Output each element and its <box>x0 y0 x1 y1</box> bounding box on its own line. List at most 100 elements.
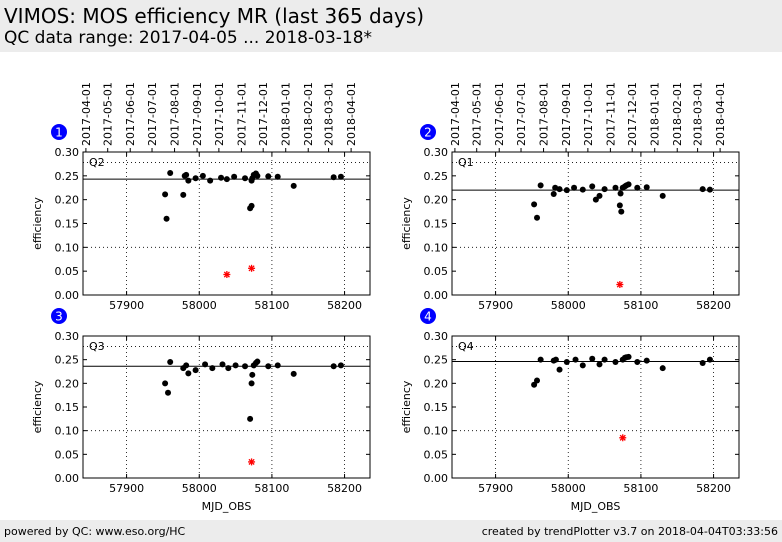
data-point <box>290 370 297 377</box>
plot-frame <box>451 335 740 479</box>
y-tick-label: 0.10 <box>424 241 449 254</box>
data-point <box>699 186 706 193</box>
data-point <box>330 174 337 181</box>
panel-badge-number: 2 <box>424 126 432 140</box>
data-point <box>589 183 596 190</box>
footer-created-by: created by trendPlotter v3.7 on 2018-04-… <box>481 525 778 538</box>
page-subtitle: QC data range: 2017-04-05 ... 2018-03-18… <box>4 28 373 48</box>
outlier-point <box>619 434 627 442</box>
data-point <box>616 202 623 209</box>
data-point <box>534 377 541 384</box>
panel-badge <box>51 308 67 324</box>
x-tick-label: 58000 <box>551 299 586 312</box>
x-tick-label: 58100 <box>623 299 658 312</box>
data-point <box>265 363 272 370</box>
data-point <box>165 389 172 396</box>
x-tick-label: 57900 <box>478 482 513 495</box>
y-tick-label: 0.20 <box>424 377 449 390</box>
data-point <box>531 201 538 208</box>
y-tick-label: 0.30 <box>424 330 449 343</box>
date-tick-label: 2017-06-01 <box>124 82 137 146</box>
data-point <box>706 356 713 363</box>
data-point <box>218 174 225 181</box>
data-point <box>612 184 619 191</box>
data-point <box>643 184 650 191</box>
data-point <box>643 357 650 364</box>
y-tick-label: 0.00 <box>55 472 80 485</box>
data-point <box>531 381 538 388</box>
y-tick-label: 0.10 <box>55 241 80 254</box>
data-point <box>274 173 281 180</box>
date-tick-label: 2018-04-01 <box>345 82 358 146</box>
y-axis-label: efficiency <box>400 380 413 433</box>
panel-label: Q4 <box>458 340 474 353</box>
outlier-stroke <box>616 281 623 288</box>
data-point <box>659 365 666 372</box>
data-point <box>163 215 170 222</box>
date-tick-label: 2017-12-01 <box>626 82 639 146</box>
panel-badge-number: 4 <box>424 310 432 324</box>
data-point <box>248 202 255 209</box>
data-point <box>290 182 297 189</box>
data-point <box>225 365 232 372</box>
data-point <box>601 186 608 193</box>
data-point <box>162 380 169 387</box>
data-point <box>337 362 344 369</box>
date-tick-label: 2017-09-01 <box>560 82 573 146</box>
x-tick-label: 58000 <box>551 482 586 495</box>
date-tick-label: 2017-04-01 <box>449 82 462 146</box>
outlier-point <box>248 264 256 272</box>
panel-label: Q2 <box>89 156 105 169</box>
date-tick-label: 2018-02-01 <box>671 82 684 146</box>
outlier-point <box>616 281 624 289</box>
data-point <box>167 169 174 176</box>
footer-bar: powered by QC: www.eso.org/HC created by… <box>0 520 782 542</box>
data-point <box>265 173 272 180</box>
data-point <box>552 356 559 363</box>
x-tick-label: 58000 <box>182 299 217 312</box>
outlier-stroke <box>248 265 255 272</box>
x-tick-label: 58100 <box>254 299 289 312</box>
date-tick-label: 2017-05-01 <box>102 82 115 146</box>
data-point <box>330 363 337 370</box>
date-tick-label: 2018-03-01 <box>692 82 705 146</box>
chart-panel-3: 0.00 0.05 0.10 0.15 0.20 0.25 0.30 57900 58000 58… <box>31 308 371 513</box>
chart-panel-2: 0.00 0.05 0.10 0.15 0.20 0.25 0.30 57900 58000 58… <box>400 82 740 312</box>
date-tick-label: 2017-08-01 <box>169 82 182 146</box>
date-tick-label: 2018-01-01 <box>280 82 293 146</box>
date-tick-label: 2017-10-01 <box>213 82 226 146</box>
date-tick-label: 2018-01-01 <box>649 82 662 146</box>
data-point <box>537 182 544 189</box>
footer-powered-by[interactable]: powered by QC: www.eso.org/HC <box>4 525 186 538</box>
y-tick-label: 0.30 <box>55 146 80 159</box>
data-point <box>242 363 249 370</box>
y-axis-label: efficiency <box>400 197 413 250</box>
data-point <box>254 172 261 179</box>
date-tick-label: 2017-12-01 <box>257 82 270 146</box>
plots-canvas: 0.00 0.05 0.10 0.15 0.20 0.25 0.30 57900 58000 58… <box>31 82 740 513</box>
panel-badge <box>420 124 436 140</box>
y-tick-label: 0.05 <box>424 448 449 461</box>
data-point <box>592 196 599 203</box>
data-point <box>571 184 578 191</box>
data-point <box>589 355 596 362</box>
data-point <box>162 191 169 198</box>
date-tick-label: 2018-03-01 <box>323 82 336 146</box>
data-point <box>219 361 226 368</box>
y-tick-label: 0.05 <box>55 448 80 461</box>
data-point <box>634 359 641 366</box>
y-tick-label: 0.00 <box>424 472 449 485</box>
data-point <box>242 175 249 182</box>
outlier-stroke <box>619 434 626 441</box>
data-point <box>180 191 187 198</box>
date-tick-label: 2018-04-01 <box>714 82 727 146</box>
panel-badge-number: 3 <box>55 310 63 324</box>
panel-badge <box>51 124 67 140</box>
x-tick-label: 58200 <box>327 482 362 495</box>
chart-panel-1: 0.00 0.05 0.10 0.15 0.20 0.25 0.30 57900 58000 58… <box>31 82 371 312</box>
data-point <box>223 176 230 183</box>
data-point <box>167 359 174 366</box>
data-point <box>231 173 238 180</box>
data-point <box>550 190 557 197</box>
data-point <box>202 361 209 368</box>
